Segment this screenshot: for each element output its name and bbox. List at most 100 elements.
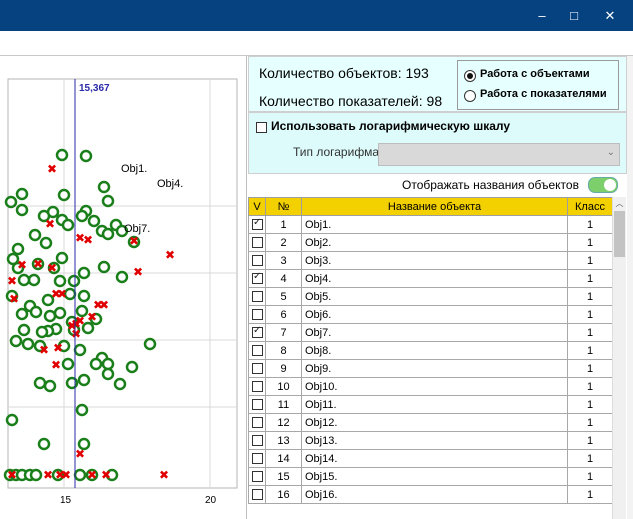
scatter-circle-point[interactable] xyxy=(29,468,43,482)
scatter-cross-point[interactable]: ✖ xyxy=(75,231,85,245)
scatter-circle-point[interactable] xyxy=(37,437,51,451)
scatter-circle-point[interactable] xyxy=(77,437,91,451)
log-type-select[interactable]: ⌄ xyxy=(378,143,620,166)
scatter-cross-point[interactable]: ✖ xyxy=(61,468,71,482)
log-scale-checkbox[interactable] xyxy=(256,122,267,133)
scatter-cross-point[interactable]: ✖ xyxy=(43,468,53,482)
scatter-circle-point[interactable] xyxy=(5,413,19,427)
scatter-circle-point[interactable] xyxy=(57,188,71,202)
scatter-circle-point[interactable] xyxy=(101,367,115,381)
table-row[interactable]: 3 Obj3. 1 xyxy=(248,251,613,270)
scatter-cross-point[interactable]: ✖ xyxy=(165,248,175,262)
scatter-circle-point[interactable] xyxy=(73,343,87,357)
scatter-circle-point[interactable] xyxy=(115,270,129,284)
scatter-cross-point[interactable]: ✖ xyxy=(93,298,103,312)
scatter-circle-point[interactable] xyxy=(101,357,115,371)
row-checkbox[interactable] xyxy=(252,325,263,338)
scatter-cross-point[interactable]: ✖ xyxy=(87,468,97,482)
scatter-circle-point[interactable] xyxy=(105,468,119,482)
table-row[interactable]: 12 Obj12. 1 xyxy=(248,413,613,432)
scatter-circle-point[interactable] xyxy=(87,214,101,228)
scatter-circle-point[interactable] xyxy=(21,337,35,351)
scatter-circle-point[interactable] xyxy=(15,307,29,321)
scatter-cross-point[interactable]: ✖ xyxy=(51,358,61,372)
col-header-class[interactable]: Класс xyxy=(567,197,613,216)
scatter-cross-point[interactable]: ✖ xyxy=(9,292,19,306)
row-checkbox[interactable] xyxy=(252,309,263,320)
scatter-circle-point[interactable] xyxy=(61,357,75,371)
scatter-circle-point[interactable] xyxy=(79,149,93,163)
radio-objects-label[interactable]: Работа с объектами xyxy=(480,68,590,80)
scatter-circle-point[interactable] xyxy=(75,304,89,318)
table-row[interactable]: 13 Obj13. 1 xyxy=(248,431,613,450)
scatter-circle-point[interactable] xyxy=(75,403,89,417)
scatter-circle-point[interactable] xyxy=(33,339,47,353)
scatter-cross-point[interactable]: ✖ xyxy=(133,265,143,279)
scatter-circle-point[interactable] xyxy=(77,266,91,280)
scatter-circle-point[interactable] xyxy=(41,293,55,307)
scatter-cross-point[interactable]: ✖ xyxy=(57,287,67,301)
row-checkbox[interactable] xyxy=(252,363,263,374)
scatter-circle-point[interactable] xyxy=(89,357,103,371)
scatter-circle-point[interactable] xyxy=(5,289,19,303)
scatter-circle-point[interactable] xyxy=(97,260,111,274)
row-checkbox[interactable] xyxy=(252,399,263,410)
plot-panel[interactable]: ✖ ✖ ✖ ✖ ✖ ✖ ✖ ✖ ✖ ✖ ✖ ✖ ✖ ✖ ✖ ✖ ✖ ✖ ✖ ✖ ✖ ✖ ✖ ✖ ✖ ✖ ✖ ✖ ✖ ✖ ✖ ✖ 15,367 … xyxy=(0,56,247,519)
row-checkbox[interactable] xyxy=(252,489,263,500)
scatter-circle-point[interactable] xyxy=(11,261,25,275)
col-header-num[interactable]: № xyxy=(265,197,302,216)
scatter-circle-point[interactable] xyxy=(97,180,111,194)
minimize-button[interactable]: – xyxy=(538,8,546,23)
scatter-circle-point[interactable] xyxy=(15,203,29,217)
table-row[interactable]: 5 Obj5. 1 xyxy=(248,287,613,306)
scatter-circle-point[interactable] xyxy=(115,224,129,238)
scatter-cross-point[interactable]: ✖ xyxy=(71,327,81,341)
scatter-cross-point[interactable]: ✖ xyxy=(129,234,139,248)
row-checkbox[interactable] xyxy=(252,237,263,248)
scatter-circle-point[interactable] xyxy=(77,289,91,303)
scatter-circle-point[interactable] xyxy=(125,360,139,374)
table-row[interactable]: 16 Obj16. 1 xyxy=(248,485,613,504)
scatter-plot[interactable]: ✖✖✖✖ ✖✖✖✖✖ ✖ ✖✖✖✖✖✖✖✖✖✖✖✖✖✖✖ ✖ ✖✖ ✖ ✖ ✖✖ 15,367 … xyxy=(0,56,246,519)
table-scrollbar[interactable]: ︿ xyxy=(612,197,626,519)
scatter-circle-point[interactable] xyxy=(17,323,31,337)
maximize-button[interactable]: □ xyxy=(570,8,578,23)
scatter-circle-point[interactable] xyxy=(85,468,99,482)
scatter-circle-point[interactable] xyxy=(55,148,69,162)
scatter-cross-point[interactable]: ✖ xyxy=(17,258,27,272)
scatter-circle-point[interactable] xyxy=(9,334,23,348)
scatter-circle-point[interactable] xyxy=(39,236,53,250)
scatter-cross-point[interactable]: ✖ xyxy=(39,343,49,357)
scatter-circle-point[interactable] xyxy=(77,373,91,387)
table-row[interactable]: 11 Obj11. 1 xyxy=(248,395,613,414)
scatter-circle-point[interactable] xyxy=(51,468,65,482)
log-scale-label[interactable]: Использовать логарифмическую шкалу xyxy=(271,119,511,133)
table-row[interactable]: 14 Obj14. 1 xyxy=(248,449,613,468)
scatter-circle-point[interactable] xyxy=(101,227,115,241)
scatter-circle-point[interactable] xyxy=(55,251,69,265)
scatter-circle-point[interactable] xyxy=(29,305,43,319)
scatter-cross-point[interactable]: ✖ xyxy=(33,257,43,271)
row-checkbox[interactable] xyxy=(252,291,263,302)
scatter-circle-point[interactable] xyxy=(81,321,95,335)
close-button[interactable]: ✕ xyxy=(604,8,616,23)
scatter-circle-point[interactable] xyxy=(37,209,51,223)
row-checkbox[interactable] xyxy=(252,217,263,230)
scatter-cross-point[interactable]: ✖ xyxy=(87,310,97,324)
scatter-circle-point[interactable] xyxy=(17,273,31,287)
radio-indicators-label[interactable]: Работа с показателями xyxy=(480,88,607,100)
scatter-cross-point[interactable]: ✖ xyxy=(45,217,55,231)
radio-indicators[interactable] xyxy=(464,90,476,102)
scroll-up-icon[interactable]: ︿ xyxy=(615,199,624,208)
scatter-cross-point[interactable]: ✖ xyxy=(51,287,61,301)
scatter-circle-point[interactable] xyxy=(101,194,115,208)
scatter-circle-point[interactable] xyxy=(67,323,81,337)
row-checkbox[interactable] xyxy=(252,381,263,392)
row-checkbox[interactable] xyxy=(252,453,263,464)
row-checkbox[interactable] xyxy=(252,471,263,482)
table-row[interactable]: 10 Obj10. 1 xyxy=(248,377,613,396)
table-row[interactable]: 2 Obj2. 1 xyxy=(248,233,613,252)
